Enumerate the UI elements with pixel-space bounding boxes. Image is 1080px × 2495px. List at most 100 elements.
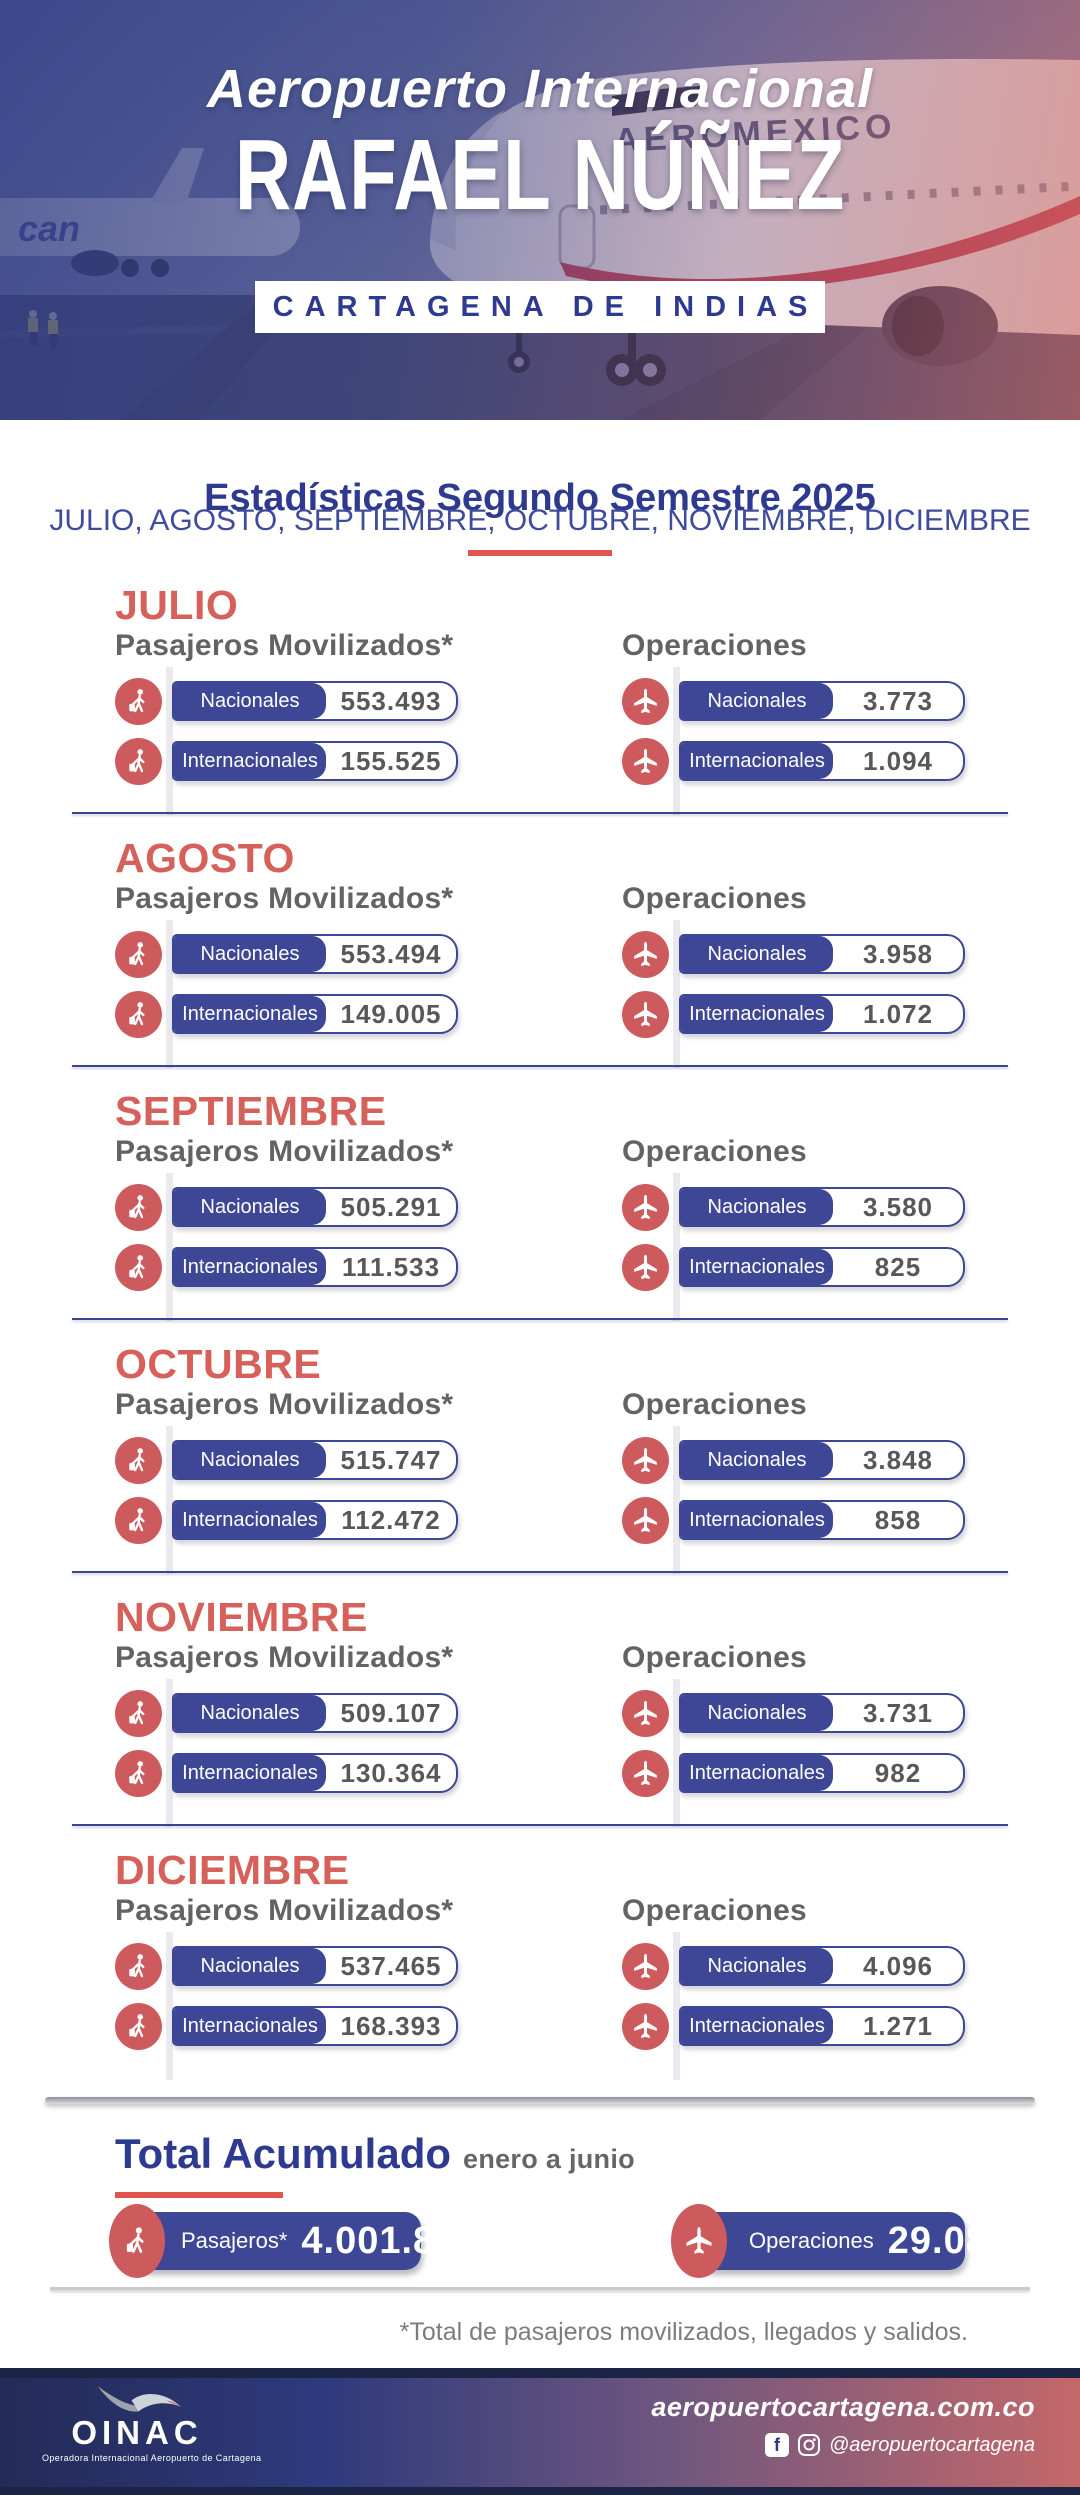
airplane-icon [622,1749,669,1797]
stat-pill: Nacionales 505.291 [172,1187,458,1227]
stat-value: 3.958 [862,938,934,969]
stat-pill: Nacionales 553.493 [172,681,458,721]
stat-pill: Internacionales 825 [679,1247,965,1287]
timeline-strip [673,667,680,815]
stat-value: 112.472 [341,1504,441,1535]
month-title: NOVIEMBRE [115,1594,368,1640]
month-section-septiembre: SEPTIEMBRE Pasajeros Movilizados* Nacion… [0,1088,1080,1341]
month-section-octubre: OCTUBRE Pasajeros Movilizados* Nacionale… [0,1341,1080,1594]
airplane-icon [622,1243,669,1291]
pedestrian-icon [115,930,162,978]
month-title: OCTUBRE [115,1341,322,1387]
timeline-strip [673,1426,680,1574]
stat-row: Nacionales 553.494 [115,930,465,978]
stat-label: Internacionales [174,743,326,779]
operations-column: Operaciones Nacionales 4.096 Internacion… [622,1894,972,2080]
red-underline [468,550,612,556]
pedestrian-icon [115,1436,162,1484]
stat-row: Nacionales 509.107 [115,1689,465,1737]
operations-heading: Operaciones [622,1641,808,1674]
airplane-icon [622,677,669,725]
stat-value: 1.271 [862,2010,934,2041]
stat-label: Internacionales [174,1755,326,1791]
stat-pill: Nacionales 3.731 [679,1693,965,1733]
stat-value: 553.493 [340,685,442,716]
stat-label: Internacionales [174,996,326,1032]
stat-label: Nacionales [681,936,833,972]
total-passengers-label: Pasajeros* [181,2228,288,2253]
stat-value: 858 [874,1504,922,1535]
airplane-icon [622,1436,669,1484]
stat-pill: Nacionales 3.580 [679,1187,965,1227]
operations-column: Operaciones Nacionales 3.848 Internacion… [622,1388,972,1574]
stat-value: 3.848 [862,1444,934,1475]
total-operations-label: Operaciones [749,2228,874,2253]
operations-column: Operaciones Nacionales 3.731 Internacion… [622,1641,972,1827]
stat-label: Internacionales [174,1502,326,1538]
stat-label: Nacionales [681,1189,833,1225]
total-passengers-value: 4.001.889 [301,2219,480,2262]
passengers-heading: Pasajeros Movilizados* [115,629,454,662]
stat-pill: Internacionales 1.271 [679,2006,965,2046]
stat-row: Internacionales 168.393 [115,2002,465,2050]
stat-pill: Nacionales 553.494 [172,934,458,974]
month-section-agosto: AGOSTO Pasajeros Movilizados* Nacionales… [0,835,1080,1088]
stat-pill: Internacionales 111.533 [172,1247,458,1287]
stat-label: Nacionales [174,1189,326,1225]
stat-row: Nacionales 3.848 [622,1436,972,1484]
stat-pill: Nacionales 4.096 [679,1946,965,1986]
stat-row: Internacionales 111.533 [115,1243,465,1291]
stat-pill: Nacionales 3.958 [679,934,965,974]
stat-label: Internacionales [174,1249,326,1285]
stat-label: Nacionales [174,936,326,972]
passengers-column: Pasajeros Movilizados* Nacionales 515.74… [115,1388,465,1574]
passengers-heading: Pasajeros Movilizados* [115,1641,454,1674]
total-top-divider [45,2097,1035,2104]
pedestrian-icon [115,990,162,1038]
stat-pill: Nacionales 3.773 [679,681,965,721]
stat-row: Internacionales 982 [622,1749,972,1797]
stat-pill: Internacionales 1.094 [679,741,965,781]
stat-row: Nacionales 3.580 [622,1183,972,1231]
operations-heading: Operaciones [622,1135,808,1168]
airplane-icon [622,990,669,1038]
total-passengers-pill: Pasajeros* 4.001.889 [109,2204,478,2278]
stat-value: 509.107 [340,1697,442,1728]
pedestrian-icon [115,1496,162,1544]
stat-label: Nacionales [174,1695,326,1731]
timeline-strip [673,1173,680,1321]
timeline-strip [166,920,173,1068]
stat-pill: Nacionales 3.848 [679,1440,965,1480]
operations-column: Operaciones Nacionales 3.773 Internacion… [622,629,972,815]
passengers-column: Pasajeros Movilizados* Nacionales 537.46… [115,1894,465,2080]
pedestrian-icon [115,1243,162,1291]
operations-heading: Operaciones [622,882,808,915]
operations-column: Operaciones Nacionales 3.958 Internacion… [622,882,972,1068]
stat-label: Internacionales [681,996,833,1032]
footer-bar: OINAC Operadora Internacional Aeropuerto… [0,2368,1080,2495]
stat-row: Internacionales 1.094 [622,737,972,785]
airplane-icon [622,930,669,978]
operations-heading: Operaciones [622,1388,808,1421]
stat-row: Nacionales 515.747 [115,1436,465,1484]
stat-value: 111.533 [341,1251,441,1282]
pedestrian-icon [109,2204,165,2278]
stat-value: 3.580 [862,1191,934,1222]
operations-heading: Operaciones [622,1894,808,1927]
airplane-icon [622,1942,669,1990]
passengers-heading: Pasajeros Movilizados* [115,1135,454,1168]
total-title-text: Total Acumulado [115,2130,451,2177]
stat-row: Internacionales 825 [622,1243,972,1291]
stat-value: 982 [874,1757,922,1788]
pedestrian-icon [115,1749,162,1797]
airplane-icon [622,737,669,785]
month-section-julio: JULIO Pasajeros Movilizados* Nacionales … [0,582,1080,835]
red-underline [115,2192,283,2198]
stat-label: Nacionales [681,1948,833,1984]
airplane-icon [622,1183,669,1231]
stat-row: Nacionales 3.731 [622,1689,972,1737]
stat-pill: Nacionales 515.747 [172,1440,458,1480]
total-title: Total Acumulado enero a junio [115,2130,635,2178]
month-section-diciembre: DICIEMBRE Pasajeros Movilizados* Naciona… [0,1847,1080,2100]
passengers-column: Pasajeros Movilizados* Nacionales 553.49… [115,882,465,1068]
